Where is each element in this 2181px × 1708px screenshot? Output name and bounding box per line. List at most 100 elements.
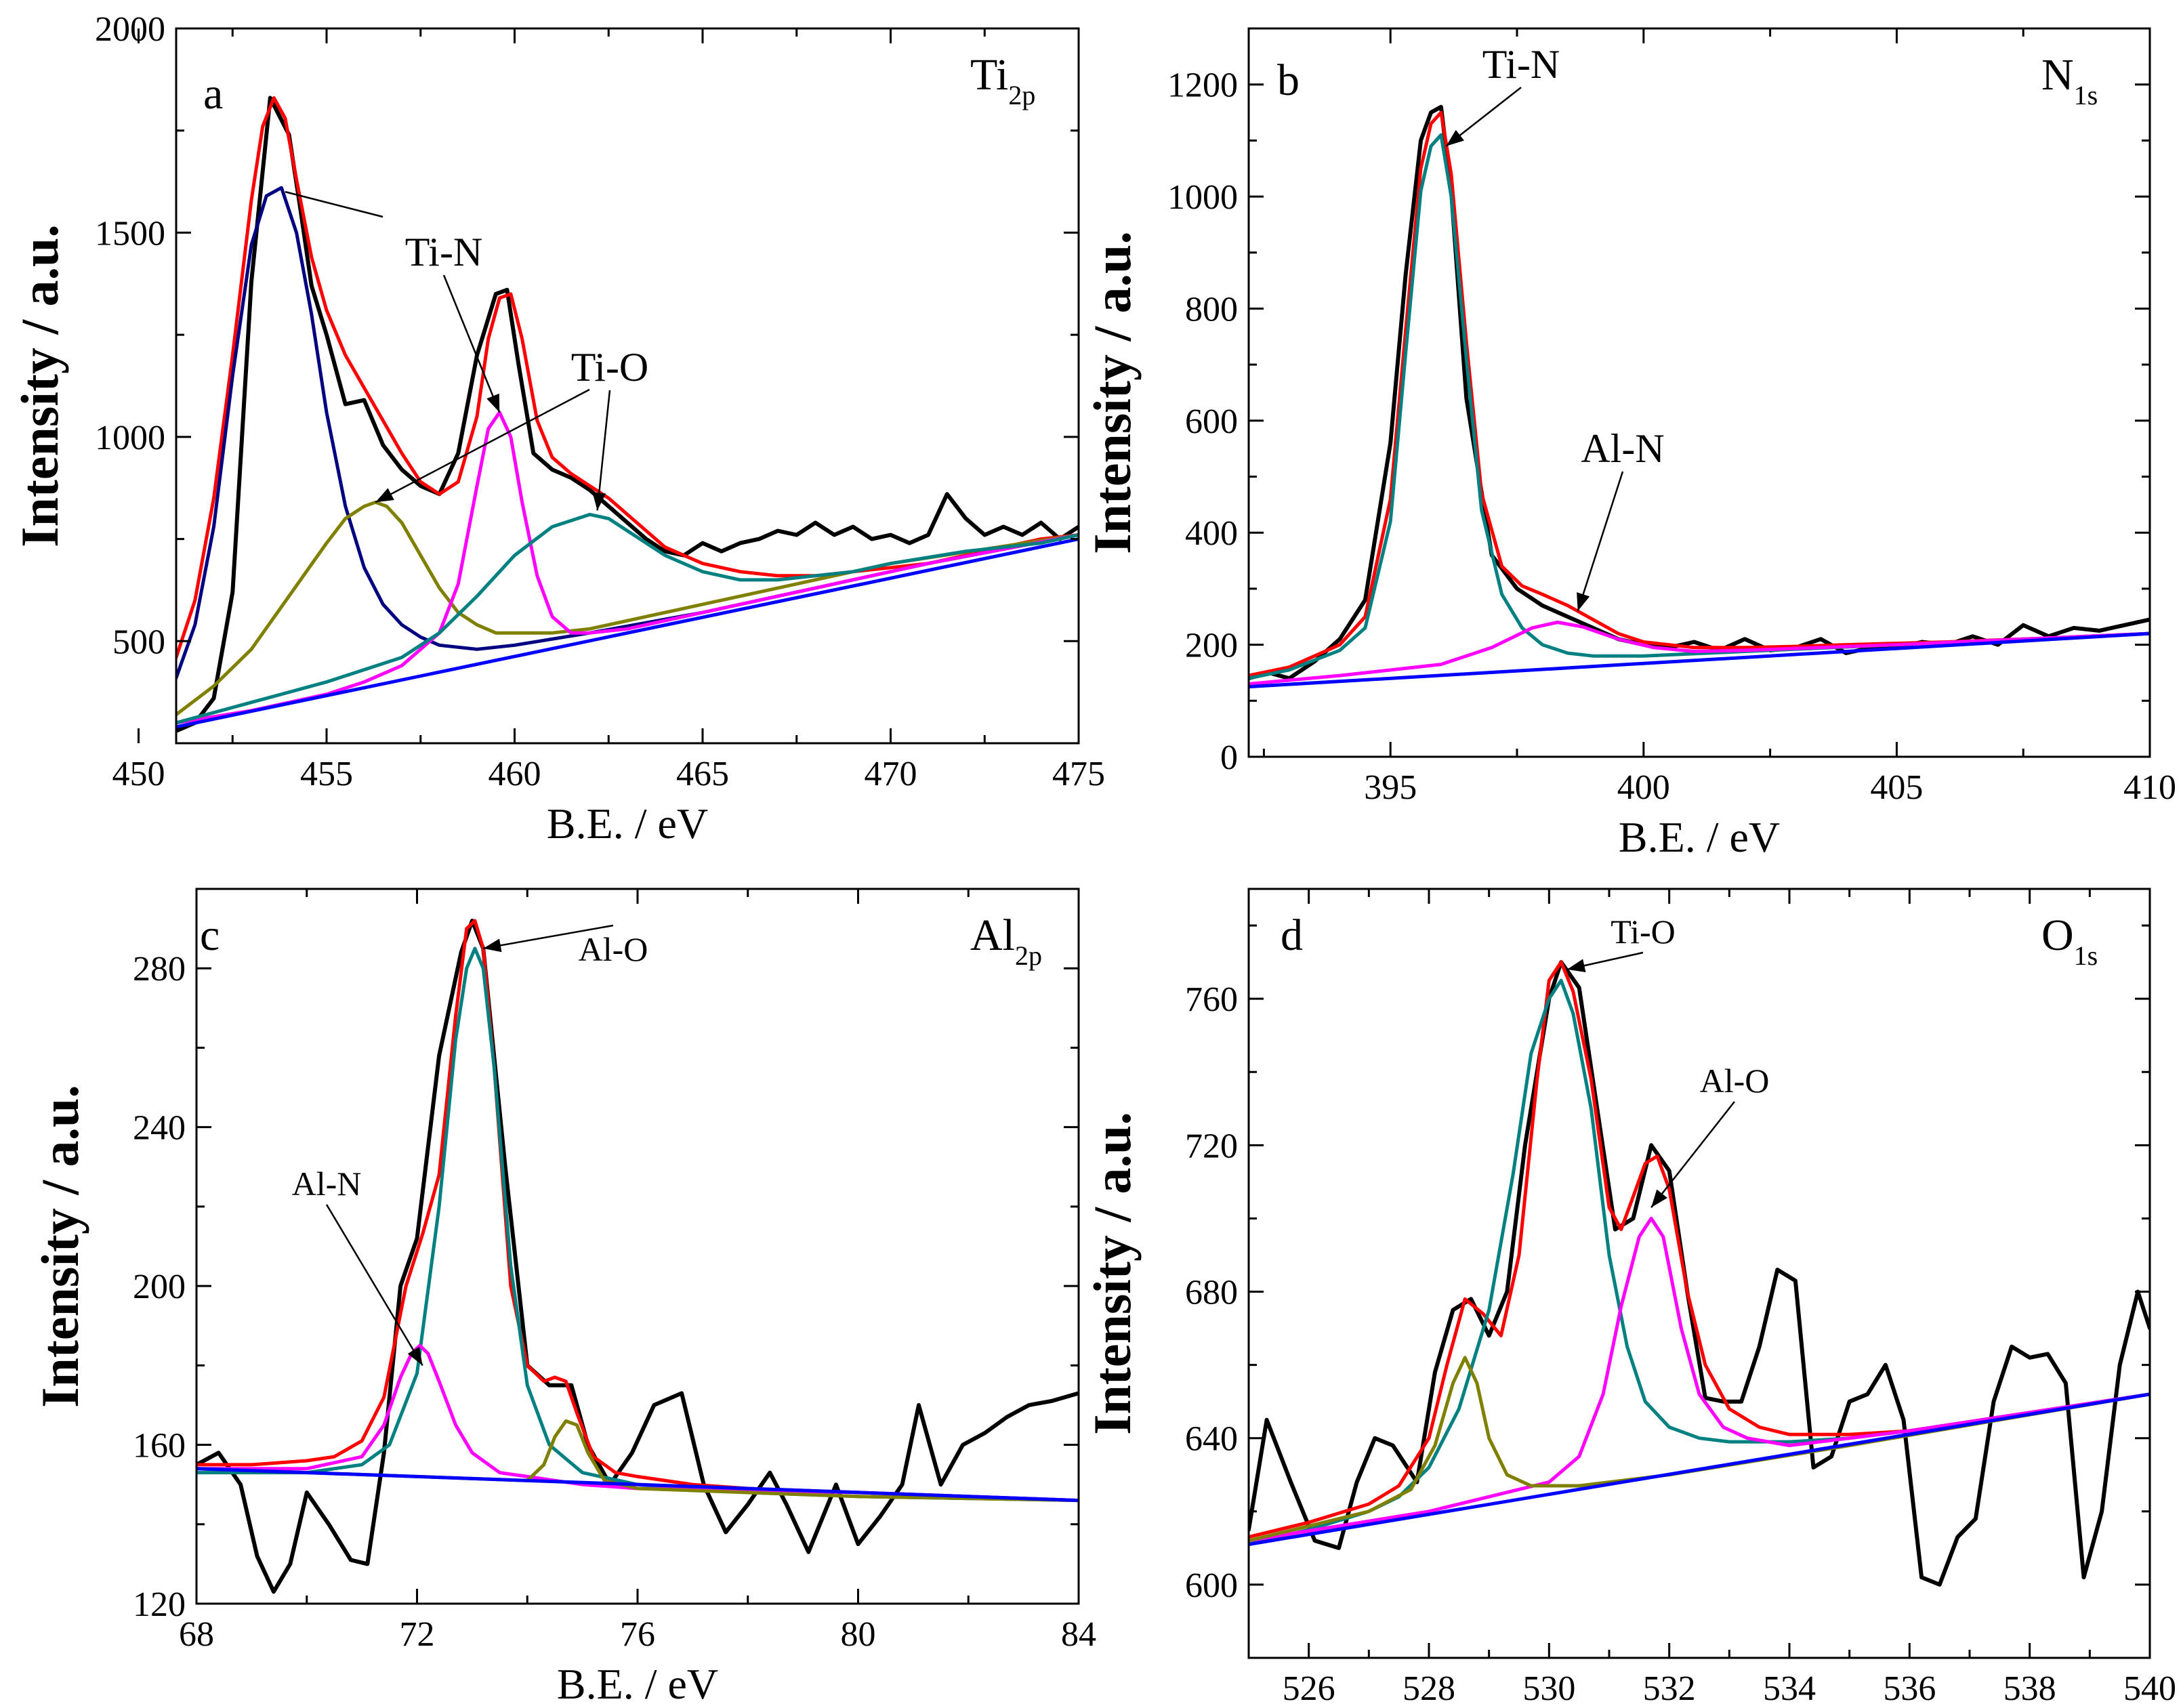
x-tick-label: 450 — [112, 755, 165, 793]
series-fit-envelope — [196, 919, 1079, 1503]
y-tick-label: 500 — [112, 623, 165, 661]
element-symbol: O — [2041, 911, 2074, 960]
y-tick-label: 400 — [1185, 514, 1238, 553]
x-axis-label: B.E. / eV — [1619, 813, 1780, 861]
annotation-leader — [325, 1204, 423, 1366]
y-tick-label: 120 — [133, 1585, 186, 1624]
panel-letter: c — [200, 911, 220, 960]
x-axis-label: B.E. / eV — [557, 1660, 718, 1708]
y-tick-label: 720 — [1185, 1127, 1238, 1165]
y-tick-label: 0 — [1220, 738, 1238, 777]
series-fit-envelope — [1249, 960, 2150, 1539]
panel-d: 526528530532534536538540600640680720760B… — [1083, 888, 2176, 1708]
y-axis-label: Intensity / a.u. — [1083, 1112, 1142, 1435]
x-tick-label: 532 — [1643, 1669, 1696, 1708]
x-tick-label: 68 — [179, 1615, 214, 1654]
x-axis-label: B.E. / eV — [547, 799, 708, 848]
series-al-75-peak — [196, 1419, 1079, 1503]
element-orbital: 2p — [1015, 940, 1042, 971]
x-tick-label: 76 — [620, 1615, 655, 1654]
peak-annotation: Ti-N — [1482, 42, 1560, 87]
element-label: N1s — [2041, 50, 2098, 110]
y-tick-label: 200 — [1185, 627, 1238, 665]
y-axis-label: Intensity / a.u. — [10, 224, 69, 547]
series-fit-envelope — [1249, 110, 2150, 678]
series-al-o-peak — [1249, 1216, 2150, 1543]
series-al-n-peak — [196, 1344, 1079, 1503]
element-orbital: 1s — [2074, 80, 2098, 110]
plot-frame — [175, 27, 1080, 745]
y-tick-label: 1200 — [1167, 66, 1238, 105]
annotation-arrowhead — [1577, 592, 1590, 611]
peak-annotation: Ti-O — [571, 345, 649, 390]
element-label: Ti2p — [970, 50, 1035, 110]
y-tick-label: 1500 — [95, 214, 165, 253]
series-ti-n-peak — [1249, 133, 2150, 680]
series-experimental — [1249, 104, 2150, 681]
y-tick-label: 600 — [1185, 402, 1238, 441]
x-tick-label: 528 — [1403, 1669, 1455, 1708]
annotation-arrowhead — [592, 492, 606, 511]
annotation-arrowhead — [486, 393, 500, 413]
peak-annotation: Al-O — [579, 930, 648, 968]
series-experimental — [176, 96, 1079, 733]
plot-frame — [1247, 888, 2151, 1659]
y-tick-label: 800 — [1185, 290, 1238, 329]
series-experimental — [196, 918, 1079, 1594]
series-o-528.6-peak — [1249, 1356, 2150, 1543]
y-tick-label: 680 — [1185, 1274, 1238, 1312]
peak-annotation: Ti-N — [405, 230, 483, 274]
series-ti-n-460-peak — [176, 411, 1079, 725]
plot-frame — [1247, 27, 2151, 758]
y-tick-label: 2000 — [95, 10, 165, 49]
annotation-leader — [482, 924, 614, 950]
element-symbol: Ti — [970, 50, 1008, 100]
annotation-arrowhead — [407, 1346, 423, 1366]
annotation-arrowhead — [375, 488, 394, 503]
series-ti-o-peak — [1249, 978, 2150, 1546]
annotation-arrowhead — [1446, 129, 1465, 146]
element-symbol: Al — [970, 911, 1015, 960]
y-axis-label: Intensity / a.u. — [1083, 231, 1142, 554]
series-background — [1249, 631, 2150, 689]
element-label: Al2p — [970, 911, 1042, 971]
series-ti-n-454-peak — [176, 186, 1079, 680]
x-tick-label: 405 — [1870, 768, 1923, 807]
peak-annotation: Al-N — [292, 1165, 362, 1203]
annotation-leader — [375, 388, 590, 503]
annotation-leader — [596, 390, 611, 511]
x-tick-label: 534 — [1763, 1669, 1816, 1708]
x-tick-label: 538 — [2003, 1669, 2056, 1708]
y-tick-label: 280 — [133, 950, 186, 988]
x-tick-label: 410 — [2123, 768, 2176, 807]
annotation-leader — [442, 274, 501, 413]
x-tick-label: 72 — [400, 1615, 435, 1654]
x-tick-label: 530 — [1522, 1669, 1575, 1708]
peak-annotation: Ti-O — [1611, 913, 1675, 951]
y-tick-label: 160 — [133, 1427, 186, 1465]
series-al-o-peak — [196, 946, 1079, 1503]
x-tick-label: 536 — [1883, 1669, 1936, 1708]
x-tick-label: 470 — [865, 755, 917, 793]
y-axis-label: Intensity / a.u. — [30, 1085, 89, 1408]
annotation-leader — [1577, 471, 1624, 612]
panel-c: 68 72 76 80 84 120 160 200 240 280 B.E. / eV Intens… — [30, 888, 1096, 1708]
x-tick-label: 84 — [1061, 1615, 1096, 1654]
x-tick-label: 395 — [1364, 768, 1417, 807]
series-al-n-peak — [1249, 621, 2150, 686]
series-ti-o-462-peak — [176, 512, 1079, 725]
annotation-arrowhead — [483, 938, 502, 953]
x-tick-label: 475 — [1052, 755, 1105, 793]
y-tick-label: 600 — [1185, 1566, 1238, 1605]
y-tick-label: 640 — [1185, 1420, 1238, 1459]
panel-letter: b — [1277, 56, 1300, 105]
annotation-leader — [285, 190, 383, 218]
x-tick-label: 526 — [1283, 1669, 1335, 1708]
panel-b: 395 400 405 410 0 200 400 600 800 1000 1200 B.E. / … — [1083, 27, 2176, 861]
panel-letter: a — [203, 69, 223, 119]
element-label: O1s — [2041, 911, 2098, 971]
series-background — [176, 537, 1079, 729]
series-background — [196, 1467, 1079, 1503]
annotation-arrowhead — [1566, 959, 1586, 973]
